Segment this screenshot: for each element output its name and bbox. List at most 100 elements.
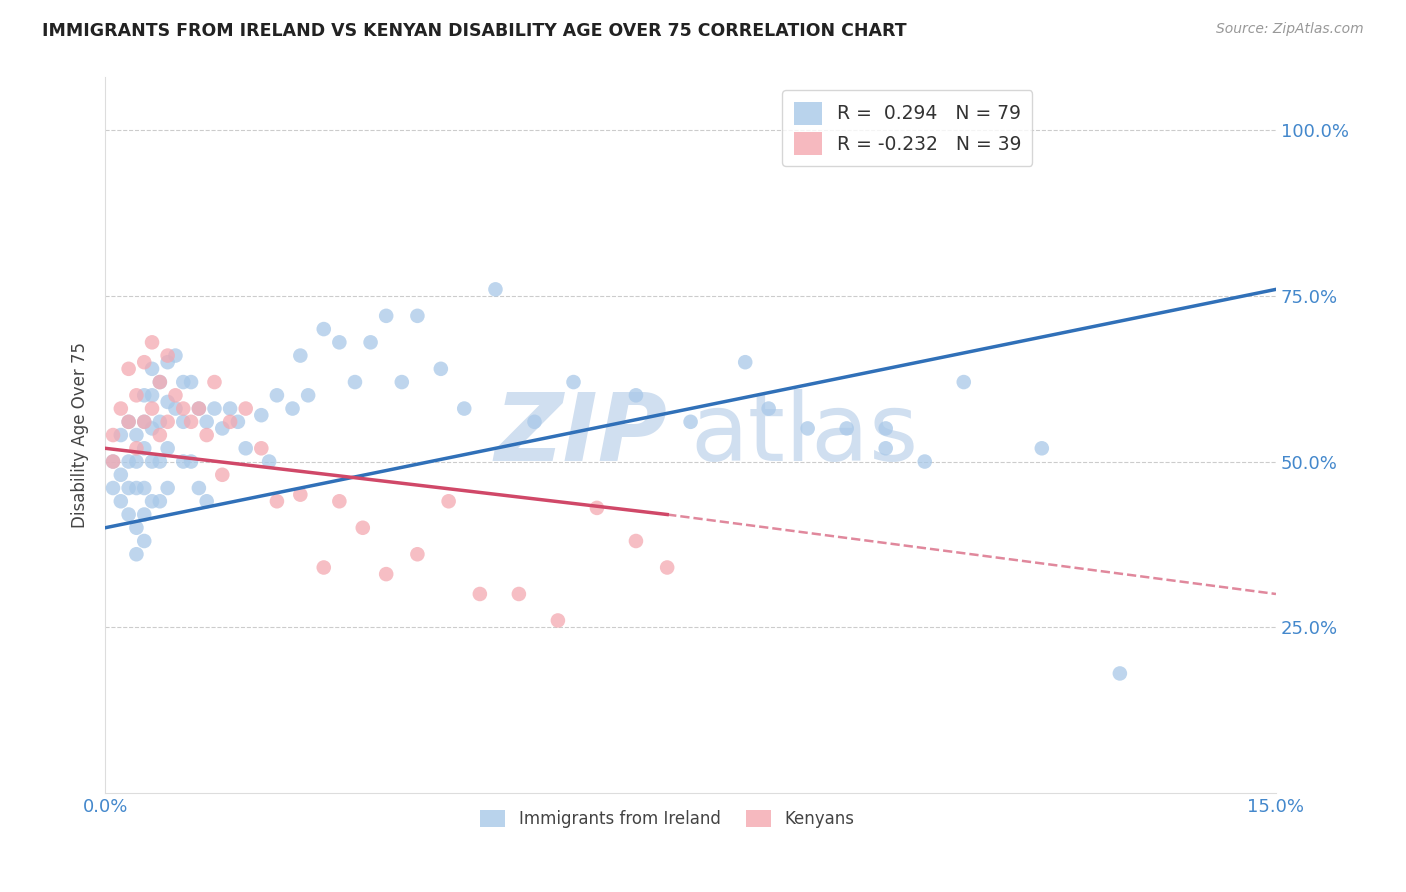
Point bbox=[101, 454, 124, 468]
Point bbox=[195, 494, 218, 508]
Point bbox=[141, 388, 163, 402]
Point bbox=[235, 401, 257, 416]
Point bbox=[204, 375, 226, 389]
Point bbox=[1031, 442, 1053, 456]
Point bbox=[125, 428, 148, 442]
Point bbox=[110, 401, 132, 416]
Point bbox=[328, 335, 350, 350]
Point bbox=[875, 442, 897, 456]
Point bbox=[360, 335, 382, 350]
Point bbox=[219, 401, 242, 416]
Point bbox=[562, 375, 585, 389]
Point bbox=[156, 349, 179, 363]
Y-axis label: Disability Age Over 75: Disability Age Over 75 bbox=[72, 342, 89, 528]
Point bbox=[328, 494, 350, 508]
Point bbox=[195, 428, 218, 442]
Point bbox=[156, 395, 179, 409]
Point bbox=[165, 388, 187, 402]
Point bbox=[156, 355, 179, 369]
Point bbox=[117, 481, 139, 495]
Point bbox=[180, 454, 202, 468]
Point bbox=[187, 401, 209, 416]
Point bbox=[624, 534, 647, 549]
Point bbox=[117, 361, 139, 376]
Point bbox=[156, 415, 179, 429]
Point bbox=[290, 488, 312, 502]
Point bbox=[391, 375, 413, 389]
Point bbox=[101, 454, 124, 468]
Point bbox=[914, 454, 936, 468]
Point bbox=[165, 349, 187, 363]
Point bbox=[134, 481, 156, 495]
Point bbox=[211, 467, 233, 482]
Point bbox=[204, 401, 226, 416]
Point bbox=[250, 442, 273, 456]
Point bbox=[149, 494, 172, 508]
Point bbox=[149, 375, 172, 389]
Point bbox=[875, 421, 897, 435]
Point bbox=[187, 481, 209, 495]
Point bbox=[141, 401, 163, 416]
Legend: Immigrants from Ireland, Kenyans: Immigrants from Ireland, Kenyans bbox=[474, 803, 860, 834]
Point bbox=[156, 481, 179, 495]
Point bbox=[468, 587, 491, 601]
Point bbox=[281, 401, 304, 416]
Point bbox=[484, 282, 506, 296]
Point bbox=[952, 375, 974, 389]
Point bbox=[117, 415, 139, 429]
Point bbox=[1108, 666, 1130, 681]
Point bbox=[141, 421, 163, 435]
Point bbox=[134, 442, 156, 456]
Point bbox=[149, 428, 172, 442]
Point bbox=[117, 415, 139, 429]
Point bbox=[235, 442, 257, 456]
Point bbox=[312, 322, 335, 336]
Point bbox=[110, 428, 132, 442]
Point bbox=[125, 454, 148, 468]
Point bbox=[134, 508, 156, 522]
Point bbox=[375, 309, 398, 323]
Point bbox=[141, 454, 163, 468]
Point bbox=[219, 415, 242, 429]
Point bbox=[375, 567, 398, 582]
Point bbox=[134, 355, 156, 369]
Text: Source: ZipAtlas.com: Source: ZipAtlas.com bbox=[1216, 22, 1364, 37]
Point bbox=[290, 349, 312, 363]
Point bbox=[125, 442, 148, 456]
Point bbox=[758, 401, 780, 416]
Point bbox=[352, 521, 374, 535]
Point bbox=[437, 494, 460, 508]
Point bbox=[156, 442, 179, 456]
Point bbox=[172, 415, 194, 429]
Point bbox=[430, 361, 453, 376]
Point bbox=[312, 560, 335, 574]
Point bbox=[835, 421, 858, 435]
Point bbox=[734, 355, 756, 369]
Point bbox=[101, 428, 124, 442]
Point bbox=[624, 388, 647, 402]
Point bbox=[165, 401, 187, 416]
Point bbox=[453, 401, 475, 416]
Point bbox=[141, 335, 163, 350]
Point bbox=[172, 401, 194, 416]
Point bbox=[141, 361, 163, 376]
Point bbox=[586, 500, 609, 515]
Point bbox=[211, 421, 233, 435]
Text: atlas: atlas bbox=[690, 389, 920, 481]
Point bbox=[134, 415, 156, 429]
Point bbox=[125, 521, 148, 535]
Point bbox=[406, 309, 429, 323]
Point bbox=[679, 415, 702, 429]
Point bbox=[134, 534, 156, 549]
Text: ZIP: ZIP bbox=[495, 389, 668, 481]
Point bbox=[406, 547, 429, 561]
Point bbox=[117, 454, 139, 468]
Point bbox=[149, 415, 172, 429]
Point bbox=[226, 415, 249, 429]
Point bbox=[149, 454, 172, 468]
Point bbox=[134, 415, 156, 429]
Point bbox=[657, 560, 679, 574]
Point bbox=[110, 494, 132, 508]
Point bbox=[110, 467, 132, 482]
Point bbox=[134, 388, 156, 402]
